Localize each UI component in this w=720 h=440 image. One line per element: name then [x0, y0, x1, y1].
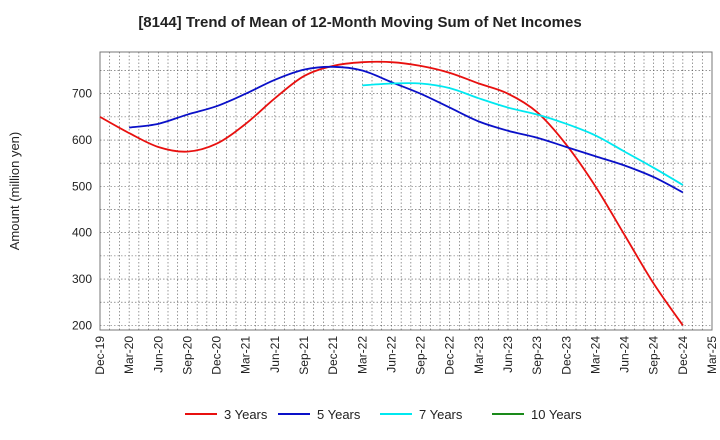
legend-label-5-years: 5 Years: [317, 407, 361, 422]
x-tick-label: Sep-24: [647, 336, 661, 375]
y-tick-label: 600: [72, 133, 92, 147]
x-tick-label: Sep-22: [414, 336, 428, 375]
y-tick-label: 500: [72, 179, 92, 193]
x-tick-label: Mar-23: [472, 336, 486, 374]
legend-label-10-years: 10 Years: [531, 407, 582, 422]
plot-area: [99, 51, 713, 331]
x-tick-label: Mar-20: [122, 336, 136, 374]
series-lines: [99, 60, 684, 326]
legend: 3 Years 5 Years 7 Years 10 Years: [185, 407, 582, 422]
x-tick-label: Mar-22: [355, 336, 369, 374]
legend-label-7-years: 7 Years: [419, 407, 463, 422]
series-line-7-years: [362, 82, 684, 186]
x-tick-label: Sep-21: [297, 336, 311, 375]
y-tick-labels: 200 300 400 500 600 700: [72, 87, 92, 333]
x-tick-label: Jun-21: [268, 336, 282, 373]
x-tick-label: Mar-25: [705, 336, 719, 374]
x-tick-label: Dec-24: [676, 336, 690, 375]
x-tick-label: Sep-23: [530, 336, 544, 375]
x-tick-label: Mar-24: [588, 336, 602, 374]
x-tick-label: Dec-21: [326, 336, 340, 375]
y-tick-label: 300: [72, 272, 92, 286]
y-axis-label: Amount (million yen): [7, 132, 22, 251]
x-tick-label: Dec-23: [559, 336, 573, 375]
x-tick-label: Dec-19: [93, 336, 107, 375]
x-tick-label: Jun-23: [501, 336, 515, 373]
x-tick-label: Jun-22: [384, 336, 398, 373]
x-tick-label: Sep-20: [180, 336, 194, 375]
x-tick-label: Jun-24: [618, 336, 632, 373]
x-tick-label: Jun-20: [151, 336, 165, 373]
series-line-5-years: [129, 65, 684, 194]
legend-label-3-years: 3 Years: [224, 407, 268, 422]
x-tick-label: Dec-20: [210, 336, 224, 375]
y-tick-label: 200: [72, 318, 92, 332]
chart-title: [8144] Trend of Mean of 12-Month Moving …: [138, 14, 582, 31]
y-tick-label: 700: [72, 87, 92, 101]
grid-lines: [100, 52, 712, 330]
series-line-3-years: [99, 60, 684, 326]
y-tick-label: 400: [72, 226, 92, 240]
x-tick-labels: Dec-19 Mar-20 Jun-20 Sep-20 Dec-20 Mar-21 Jun-…: [93, 336, 719, 375]
x-tick-label: Mar-21: [239, 336, 253, 374]
x-tick-label: Dec-22: [443, 336, 457, 375]
